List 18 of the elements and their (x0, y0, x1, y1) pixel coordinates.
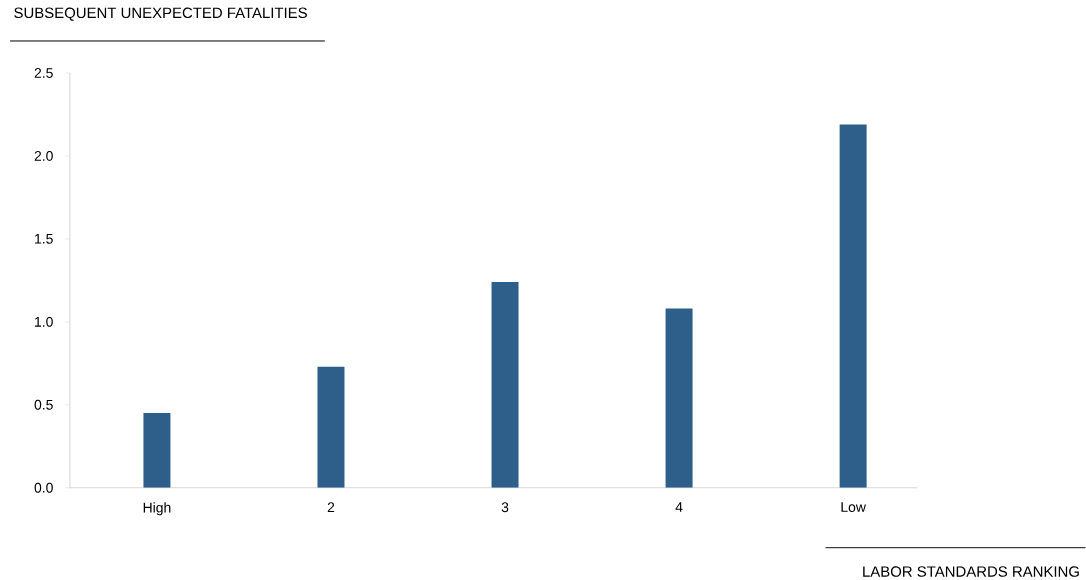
y-tick-label: 0.5 (34, 399, 53, 410)
bar (317, 366, 345, 488)
y-tick-label: 1.5 (35, 233, 53, 244)
y-tick-label: 1.0 (35, 316, 53, 327)
y-tick-label: 2.0 (34, 150, 53, 161)
x-tick-label: 2 (327, 502, 335, 512)
bar (839, 124, 867, 488)
x-tick-label: Low (841, 502, 866, 512)
y-tick-label: 0.0 (34, 482, 53, 493)
y-axis-title: SUBSEQUENT UNEXPECTED FATALITIES (14, 7, 307, 21)
bar (491, 281, 519, 488)
x-axis-title: LABOR STANDARDS RANKING (863, 566, 1079, 577)
bar (143, 413, 171, 488)
y-tick-label: 2.5 (34, 67, 53, 78)
x-tick-label: High (143, 502, 171, 516)
bar (665, 308, 693, 488)
x-tick-label: 4 (675, 502, 683, 512)
x-tick-label: 3 (501, 502, 509, 513)
